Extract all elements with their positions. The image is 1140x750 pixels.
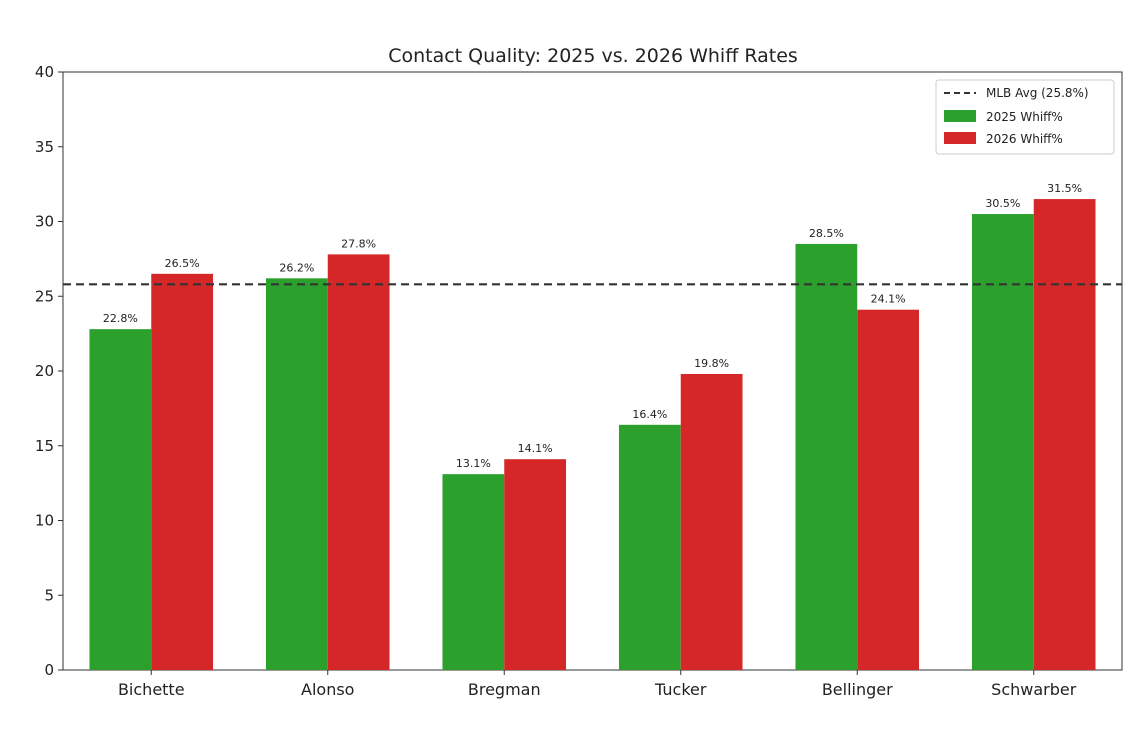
bar-2025 xyxy=(971,214,1034,670)
bar-value-label: 31.5% xyxy=(1047,182,1082,195)
x-tick-label: Tucker xyxy=(654,680,707,699)
bar-value-label: 28.5% xyxy=(809,227,844,240)
y-tick-label: 5 xyxy=(44,586,54,604)
bar-2025 xyxy=(265,278,328,670)
bar-2026 xyxy=(151,273,214,670)
x-tick-label: Bellinger xyxy=(822,680,893,699)
bar-2026 xyxy=(327,254,390,670)
bar-2026 xyxy=(680,373,743,670)
bar-value-label: 14.1% xyxy=(518,442,553,455)
bar-2026 xyxy=(1033,199,1096,670)
legend-entry-series: 2026 Whiff% xyxy=(986,132,1063,146)
legend-swatch xyxy=(944,132,976,144)
y-tick-label: 30 xyxy=(35,213,54,231)
bar-2025 xyxy=(795,243,858,671)
bar-value-label: 26.5% xyxy=(165,257,200,270)
chart-title: Contact Quality: 2025 vs. 2026 Whiff Rat… xyxy=(388,45,798,67)
x-tick-label: Alonso xyxy=(301,680,354,699)
bar-2026 xyxy=(504,459,567,670)
bar-value-label: 22.8% xyxy=(103,312,138,325)
x-tick-label: Bregman xyxy=(468,680,541,699)
y-tick-label: 35 xyxy=(35,138,54,156)
y-tick-label: 25 xyxy=(35,287,54,305)
x-tick-label: Bichette xyxy=(118,680,185,699)
bar-value-label: 19.8% xyxy=(694,357,729,370)
y-tick-label: 0 xyxy=(44,661,54,679)
bar-2026 xyxy=(857,309,920,670)
bar-value-label: 30.5% xyxy=(985,197,1020,210)
legend: MLB Avg (25.8%) 2025 Whiff% 2026 Whiff% xyxy=(935,79,1115,155)
bar-value-label: 27.8% xyxy=(341,237,376,250)
bar-value-label: 24.1% xyxy=(871,293,906,306)
bar-2025 xyxy=(442,474,505,670)
plot-area: 0 5 10 15 20 25 30 35 40 Bichette 22.8% 26.5% Alonso… xyxy=(35,63,1123,699)
bar-2025 xyxy=(89,329,152,670)
bar-value-label: 16.4% xyxy=(632,408,667,421)
y-tick-label: 15 xyxy=(35,437,54,455)
bar-2025 xyxy=(618,424,681,670)
y-tick-label: 40 xyxy=(35,63,54,81)
bar-value-label: 13.1% xyxy=(456,457,491,470)
legend-box xyxy=(935,79,1115,155)
bar-value-label: 26.2% xyxy=(279,261,314,274)
y-tick-label: 10 xyxy=(35,512,54,530)
legend-swatch xyxy=(944,110,976,122)
legend-entry-series: 2025 Whiff% xyxy=(986,110,1063,124)
x-tick-label: Schwarber xyxy=(991,680,1077,699)
y-tick-label: 20 xyxy=(35,362,54,380)
legend-entry-mlb-avg: MLB Avg (25.8%) xyxy=(986,86,1089,100)
